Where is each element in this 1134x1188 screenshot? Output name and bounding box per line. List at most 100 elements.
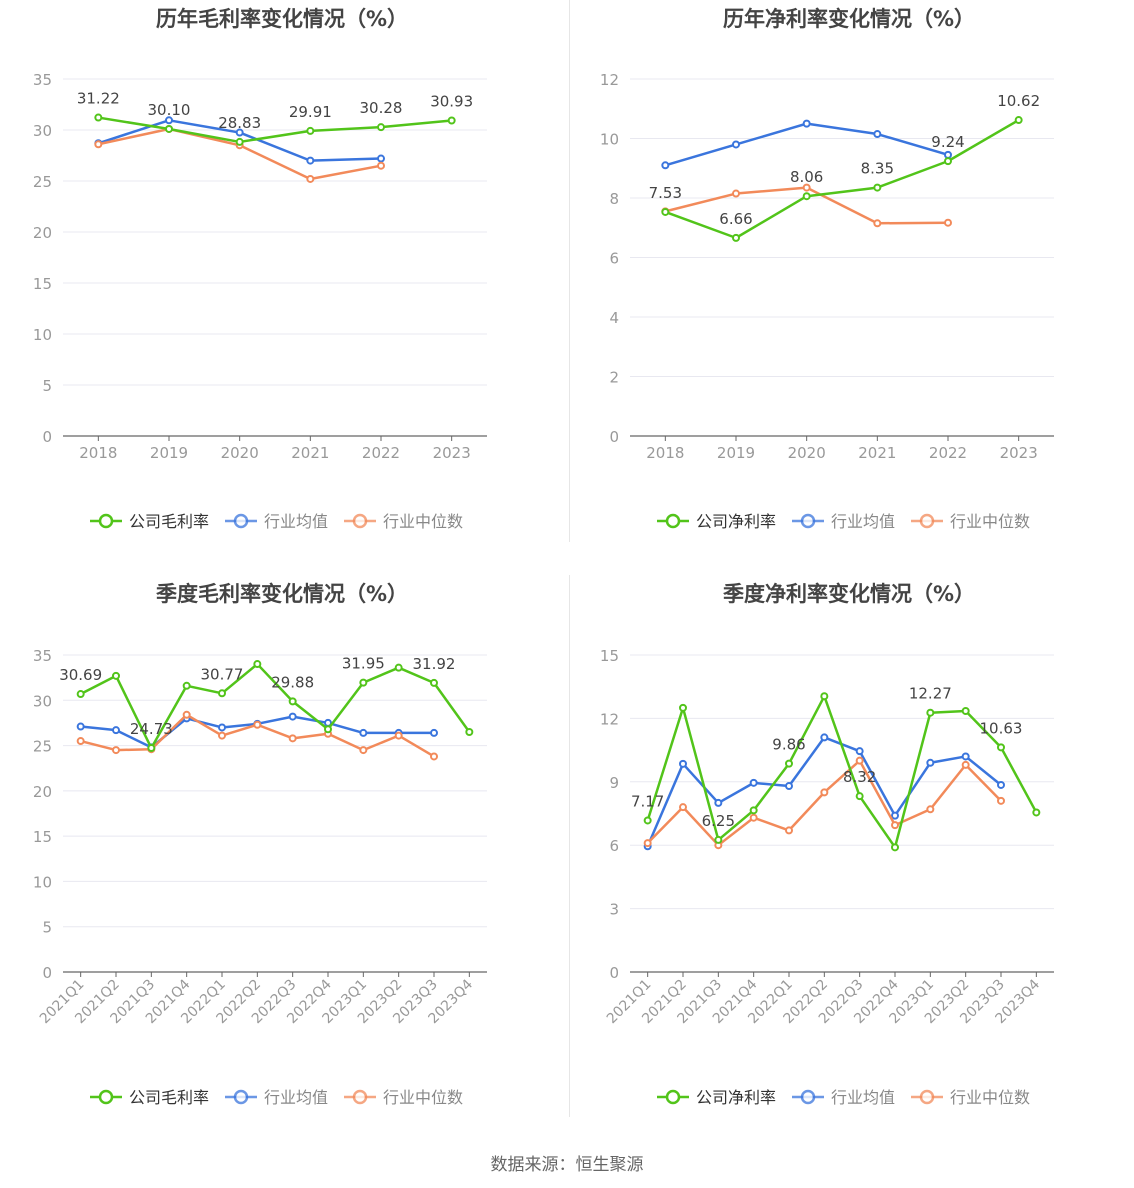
y-tick-label: 4 (609, 309, 619, 327)
y-tick-label: 3 (609, 901, 619, 919)
legend-label: 公司净利率 (696, 512, 776, 531)
data-point-industry-avg (944, 150, 952, 159)
x-tick-label: 2018 (646, 444, 684, 462)
data-point-company (855, 792, 864, 801)
y-tick-label: 10 (33, 873, 52, 891)
quarterly-net-margin-svg: 季度净利率变化情况（%）036912152021Q12021Q22021Q320… (600, 582, 1054, 1107)
x-tick-label: 2021 (291, 444, 329, 462)
legend-marker (919, 1089, 935, 1105)
data-label: 30.77 (201, 665, 244, 683)
legend-label: 行业中位数 (383, 1088, 463, 1107)
legend-item-industry-median: 行业中位数 (344, 1088, 463, 1107)
data-point-company (961, 707, 970, 716)
y-tick-label: 0 (609, 428, 619, 446)
data-point-company (165, 124, 173, 133)
y-tick-label: 6 (609, 250, 619, 268)
legend-item-industry-median: 行业中位数 (344, 512, 463, 531)
data-point-industry-median (182, 710, 191, 719)
y-tick-label: 35 (33, 647, 52, 665)
data-label: 7.17 (631, 792, 664, 810)
y-tick-label: 30 (33, 692, 52, 710)
legend-item-industry-median: 行业中位数 (911, 1088, 1030, 1107)
x-tick-label: 2023 (1000, 444, 1038, 462)
data-point-industry-avg (820, 733, 829, 742)
data-point-company (944, 157, 952, 166)
data-point-industry-median (926, 805, 935, 814)
x-tick-label: 2020 (221, 444, 259, 462)
y-tick-label: 0 (42, 964, 52, 982)
data-point-company (235, 137, 244, 146)
panel-divider-bottom (569, 575, 570, 1117)
data-label: 12.27 (909, 685, 952, 703)
data-point-industry-median (961, 760, 970, 769)
legend-marker (919, 513, 935, 529)
quarterly-gross-margin-chart: 季度毛利率变化情况（%） 0 5 10 15 20 25 30 35 2021Q1 2021Q2 20… (0, 575, 567, 1150)
data-point-company (324, 725, 332, 734)
data-point-company (218, 689, 226, 698)
data-point-company (182, 681, 191, 690)
data-label: 10.63 (980, 719, 1023, 737)
chart-title: 历年毛利率变化情况（%） (156, 7, 408, 31)
data-point-industry-median (288, 734, 297, 743)
legend-item-industry-avg: 行业均值 (792, 512, 895, 531)
legend-item-company: 公司毛利率 (90, 1088, 209, 1107)
data-point-company (394, 663, 403, 672)
legend-marker (800, 1089, 816, 1105)
data-point-industry-median (749, 813, 758, 822)
y-tick-label: 5 (42, 377, 52, 395)
data-point-industry-avg (76, 722, 85, 731)
legend-marker (800, 513, 816, 529)
series-line-company (98, 116, 452, 144)
data-point-industry-median (802, 183, 811, 192)
data-point-industry-median (785, 826, 793, 835)
data-point-company (465, 727, 474, 736)
data-label: 8.32 (843, 768, 876, 786)
data-label: 30.28 (360, 99, 403, 117)
y-tick-label: 30 (33, 122, 52, 140)
series-line-company (664, 118, 1020, 240)
data-label: 30.10 (148, 101, 191, 119)
data-point-industry-avg (714, 798, 723, 807)
data-point-industry-avg (961, 752, 970, 761)
data-label: 28.83 (218, 114, 261, 132)
data-point-company (147, 744, 156, 753)
legend-item-industry-median: 行业中位数 (911, 512, 1030, 531)
legend-marker (352, 513, 368, 529)
data-point-industry-median (855, 756, 864, 765)
data-point-company (997, 743, 1005, 752)
chart-title: 季度净利率变化情况（%） (723, 582, 975, 606)
data-point-company (430, 678, 438, 687)
y-tick-label: 0 (42, 428, 52, 446)
data-point-company (926, 708, 935, 717)
series-line-company (80, 662, 471, 750)
legend-item-company: 公司毛利率 (90, 512, 209, 531)
data-point-industry-median (218, 731, 226, 740)
data-source-note: 数据来源：恒生聚源 (490, 1155, 644, 1175)
y-tick-label: 5 (42, 919, 52, 937)
legend-marker (233, 513, 249, 529)
legend-item-industry-avg: 行业均值 (225, 1088, 328, 1107)
data-point-industry-avg (997, 780, 1005, 789)
y-tick-label: 10 (33, 326, 52, 344)
data-label: 31.22 (77, 90, 120, 108)
x-tick-label: 2023 (433, 444, 471, 462)
x-tick-label: 2018 (79, 444, 117, 462)
data-point-industry-avg (112, 726, 120, 735)
data-point-industry-avg (891, 811, 899, 820)
data-point-company (873, 183, 882, 192)
data-point-company (359, 678, 368, 687)
data-point-industry-median (732, 189, 740, 198)
y-tick-label: 35 (33, 71, 52, 89)
x-tick-label: 2022 (362, 444, 400, 462)
data-point-industry-median (820, 788, 829, 797)
legend-label: 行业中位数 (950, 1088, 1030, 1107)
data-label: 8.35 (861, 160, 894, 178)
y-tick-label: 15 (33, 275, 52, 293)
y-tick-label: 12 (600, 71, 619, 89)
legend-label: 公司毛利率 (129, 512, 209, 531)
legend-marker (98, 513, 114, 529)
data-point-industry-median (377, 161, 385, 170)
data-point-industry-avg (306, 156, 315, 165)
data-point-industry-median (359, 746, 368, 755)
data-point-company (253, 660, 262, 669)
